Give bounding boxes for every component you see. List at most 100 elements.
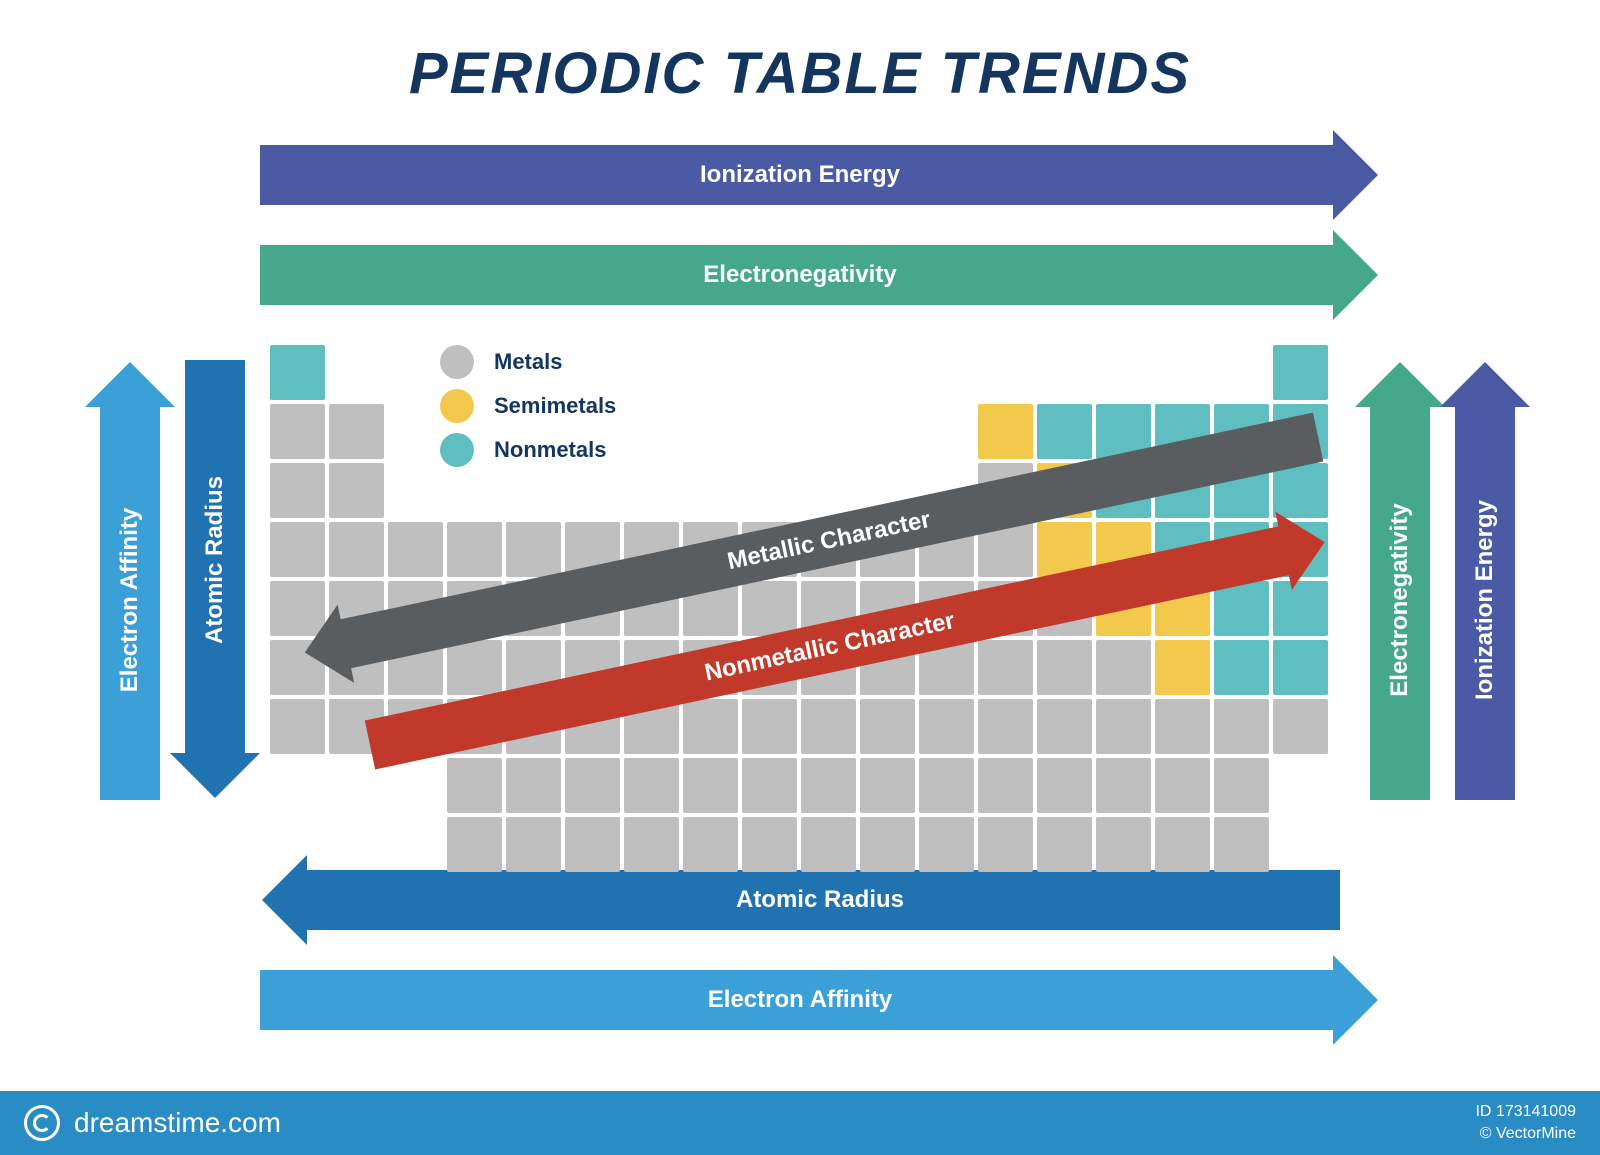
- pt-cell: [1273, 581, 1328, 636]
- arrow-label: Ionization Energy: [1471, 500, 1499, 700]
- pt-cell: [1273, 699, 1328, 754]
- pt-cell: [860, 758, 915, 813]
- pt-cell: [624, 345, 679, 400]
- pt-cell: [978, 758, 1033, 813]
- pt-cell: [1037, 758, 1092, 813]
- pt-cell: [978, 817, 1033, 872]
- pt-cell: [1155, 817, 1210, 872]
- pt-cell: [978, 345, 1033, 400]
- pt-cell: [683, 758, 738, 813]
- pt-cell: [329, 345, 384, 400]
- footer-id: ID 173141009: [1475, 1101, 1576, 1123]
- pt-cell: [1273, 817, 1328, 872]
- arrow-electron_aff_left: Electron Affinity: [100, 400, 160, 800]
- legend-dot-icon: [440, 345, 474, 379]
- pt-cell: [388, 345, 443, 400]
- pt-cell: [624, 404, 679, 459]
- pt-cell: [1096, 699, 1151, 754]
- footer-bar: dreamstime.com ID 173141009 © VectorMine: [0, 1091, 1600, 1155]
- pt-cell: [1037, 345, 1092, 400]
- pt-cell: [329, 404, 384, 459]
- pt-cell: [801, 817, 856, 872]
- pt-cell: [1214, 758, 1269, 813]
- pt-cell: [1037, 817, 1092, 872]
- pt-cell: [270, 404, 325, 459]
- footer-right: ID 173141009 © VectorMine: [1475, 1101, 1576, 1144]
- pt-cell: [1214, 699, 1269, 754]
- pt-cell: [742, 345, 797, 400]
- pt-cell: [1155, 699, 1210, 754]
- pt-cell: [1096, 817, 1151, 872]
- pt-cell: [919, 758, 974, 813]
- pt-cell: [1096, 640, 1151, 695]
- arrow-ionization_top: Ionization Energy: [260, 145, 1340, 205]
- pt-cell: [1273, 640, 1328, 695]
- arrow-label: Ionization Energy: [700, 161, 900, 189]
- pt-cell: [742, 581, 797, 636]
- arrow-electroneg_top: Electronegativity: [260, 245, 1340, 305]
- legend-label: Semimetals: [494, 393, 616, 419]
- pt-cell: [801, 699, 856, 754]
- arrow-label: Atomic Radius: [736, 886, 904, 914]
- legend-row: Nonmetals: [440, 433, 616, 467]
- pt-cell: [506, 817, 561, 872]
- pt-cell: [978, 640, 1033, 695]
- arrow-atomic_radius_bot: Atomic Radius: [300, 870, 1340, 930]
- arrow-label: Electron Affinity: [116, 508, 144, 692]
- footer-left: dreamstime.com: [24, 1105, 281, 1141]
- pt-cell: [624, 463, 679, 518]
- spiral-icon: [24, 1105, 60, 1141]
- pt-cell: [683, 345, 738, 400]
- pt-cell: [860, 817, 915, 872]
- pt-cell: [742, 699, 797, 754]
- legend-label: Nonmetals: [494, 437, 606, 463]
- footer-site: dreamstime.com: [74, 1107, 281, 1139]
- pt-cell: [565, 817, 620, 872]
- pt-cell: [1037, 640, 1092, 695]
- legend-row: Metals: [440, 345, 616, 379]
- page-title: PERIODIC TABLE TRENDS: [409, 40, 1191, 107]
- pt-cell: [860, 404, 915, 459]
- arrow-label: Electronegativity: [703, 261, 896, 289]
- pt-cell: [742, 463, 797, 518]
- pt-cell: [1155, 640, 1210, 695]
- pt-cell: [1214, 817, 1269, 872]
- pt-cell: [742, 758, 797, 813]
- arrow-label: Electron Affinity: [708, 986, 892, 1014]
- legend-row: Semimetals: [440, 389, 616, 423]
- pt-cell: [919, 817, 974, 872]
- pt-cell: [388, 758, 443, 813]
- pt-cell: [919, 699, 974, 754]
- legend-dot-icon: [440, 389, 474, 423]
- pt-cell: [919, 345, 974, 400]
- pt-cell: [270, 345, 325, 400]
- pt-cell: [624, 758, 679, 813]
- pt-cell: [388, 817, 443, 872]
- pt-cell: [1155, 345, 1210, 400]
- pt-cell: [1214, 640, 1269, 695]
- pt-cell: [270, 463, 325, 518]
- pt-cell: [683, 404, 738, 459]
- pt-cell: [1037, 699, 1092, 754]
- pt-cell: [801, 463, 856, 518]
- arrow-electroneg_right: Electronegativity: [1370, 400, 1430, 800]
- arrow-electron_aff_bot: Electron Affinity: [260, 970, 1340, 1030]
- legend-dot-icon: [440, 433, 474, 467]
- pt-cell: [270, 817, 325, 872]
- pt-cell: [329, 817, 384, 872]
- pt-cell: [270, 522, 325, 577]
- pt-cell: [388, 404, 443, 459]
- pt-cell: [1273, 758, 1328, 813]
- arrow-atomic_radius_left: Atomic Radius: [185, 360, 245, 760]
- pt-cell: [860, 699, 915, 754]
- pt-cell: [1273, 345, 1328, 400]
- arrow-ionization_right: Ionization Energy: [1455, 400, 1515, 800]
- arrow-label: Electronegativity: [1386, 503, 1414, 696]
- pt-cell: [801, 345, 856, 400]
- pt-cell: [683, 699, 738, 754]
- pt-cell: [329, 522, 384, 577]
- pt-cell: [860, 345, 915, 400]
- pt-cell: [388, 522, 443, 577]
- legend: Metals Semimetals Nonmetals: [440, 345, 616, 477]
- arrow-label: Atomic Radius: [201, 476, 229, 644]
